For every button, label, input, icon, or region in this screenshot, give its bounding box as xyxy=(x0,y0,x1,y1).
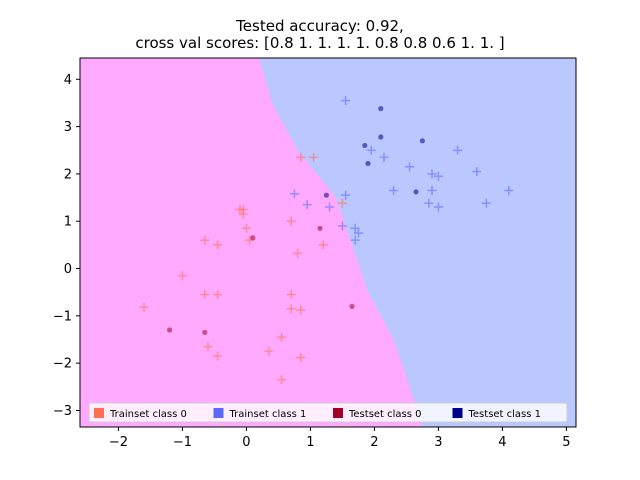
legend-swatch xyxy=(333,408,343,418)
series-1-point xyxy=(389,185,399,195)
y-tick-label: 2 xyxy=(64,167,72,182)
series-3-point xyxy=(378,106,384,112)
legend-swatch xyxy=(94,408,104,418)
series-3-point xyxy=(323,192,329,198)
series-1-point xyxy=(504,185,514,195)
x-tick-label: 5 xyxy=(562,435,570,450)
series-2-point xyxy=(349,303,355,309)
series-0-point xyxy=(213,240,223,250)
series-1-point xyxy=(341,96,351,106)
x-tick-label: −1 xyxy=(173,435,192,450)
legend-label: Trainset class 0 xyxy=(109,409,187,420)
series-0-point xyxy=(213,351,223,361)
legend-swatch xyxy=(452,408,463,418)
series-0-point xyxy=(286,304,296,314)
series-1-point xyxy=(302,200,312,210)
series-1-point xyxy=(379,152,389,162)
series-1-point xyxy=(341,190,351,200)
series-0-point xyxy=(203,342,213,352)
x-tick-label: 4 xyxy=(498,435,506,450)
series-0-point xyxy=(200,290,210,300)
series-0-point xyxy=(139,302,149,312)
decision-region-class-0 xyxy=(80,58,423,427)
series-3-point xyxy=(362,142,368,149)
y-tick-label: 0 xyxy=(64,262,72,277)
series-3-point xyxy=(413,189,419,195)
series-1-point xyxy=(424,198,434,208)
series-0-point xyxy=(309,152,319,162)
legend-label: Testset class 0 xyxy=(348,409,422,420)
series-2-point xyxy=(167,327,173,333)
series-0-point xyxy=(318,240,328,250)
y-tick-label: 4 xyxy=(64,73,72,88)
series-0-point xyxy=(264,346,274,356)
series-0-point xyxy=(296,152,306,162)
chart-title-line-1: Tested accuracy: 0.92, xyxy=(236,17,404,35)
series-2-point xyxy=(250,235,256,241)
series-0-point xyxy=(286,290,296,300)
series-0-point xyxy=(200,235,210,245)
series-1-point xyxy=(453,145,463,155)
series-1-point xyxy=(353,228,363,238)
x-tick-label: 1 xyxy=(306,435,314,450)
series-1-point xyxy=(350,235,360,245)
series-1-point xyxy=(366,145,376,155)
series-1-point xyxy=(481,198,491,208)
series-3-point xyxy=(419,138,425,144)
series-1-point xyxy=(289,189,299,199)
plot-frame xyxy=(79,57,577,428)
series-0-point xyxy=(277,375,287,385)
series-1-point xyxy=(472,167,482,177)
x-tick-label: 3 xyxy=(434,435,442,450)
y-tick-label: −3 xyxy=(53,404,72,419)
series-3-point xyxy=(378,134,384,140)
legend-label: Testset class 1 xyxy=(468,409,542,420)
x-tick-label: −2 xyxy=(109,435,128,450)
series-1-point xyxy=(433,202,443,212)
series-1-point xyxy=(337,221,347,231)
series-1-point xyxy=(427,185,437,195)
series-0-point xyxy=(213,290,223,300)
series-0-point xyxy=(241,223,251,233)
series-0-point xyxy=(293,248,303,258)
series-1-point xyxy=(350,223,360,233)
x-tick-label: 0 xyxy=(242,435,250,450)
y-tick-label: −2 xyxy=(53,357,72,372)
series-1-point xyxy=(433,171,443,181)
series-0-point xyxy=(238,209,248,219)
y-tick-label: 1 xyxy=(64,215,72,230)
series-1-point xyxy=(405,162,415,172)
series-0-point xyxy=(277,332,287,342)
series-0-point xyxy=(177,271,187,281)
y-tick-label: −1 xyxy=(53,309,72,324)
series-0-point xyxy=(296,305,306,315)
series-1-point xyxy=(325,202,335,212)
series-3-point xyxy=(365,160,371,167)
series-0-point xyxy=(296,352,306,362)
x-tick-label: 2 xyxy=(370,435,378,450)
series-1-point xyxy=(427,169,437,179)
series-0-point xyxy=(337,198,347,208)
chart-title-line-2: cross val scores: [0.8 1. 1. 1. 1. 0.8 0… xyxy=(135,34,505,52)
legend-label: Trainset class 1 xyxy=(229,409,307,420)
series-2-point xyxy=(202,329,208,335)
legend-box xyxy=(88,402,568,423)
y-tick-label: 3 xyxy=(64,120,72,135)
series-0-point xyxy=(235,204,245,214)
series-0-point xyxy=(286,216,296,226)
legend-swatch xyxy=(213,408,224,418)
series-2-point xyxy=(317,225,323,231)
